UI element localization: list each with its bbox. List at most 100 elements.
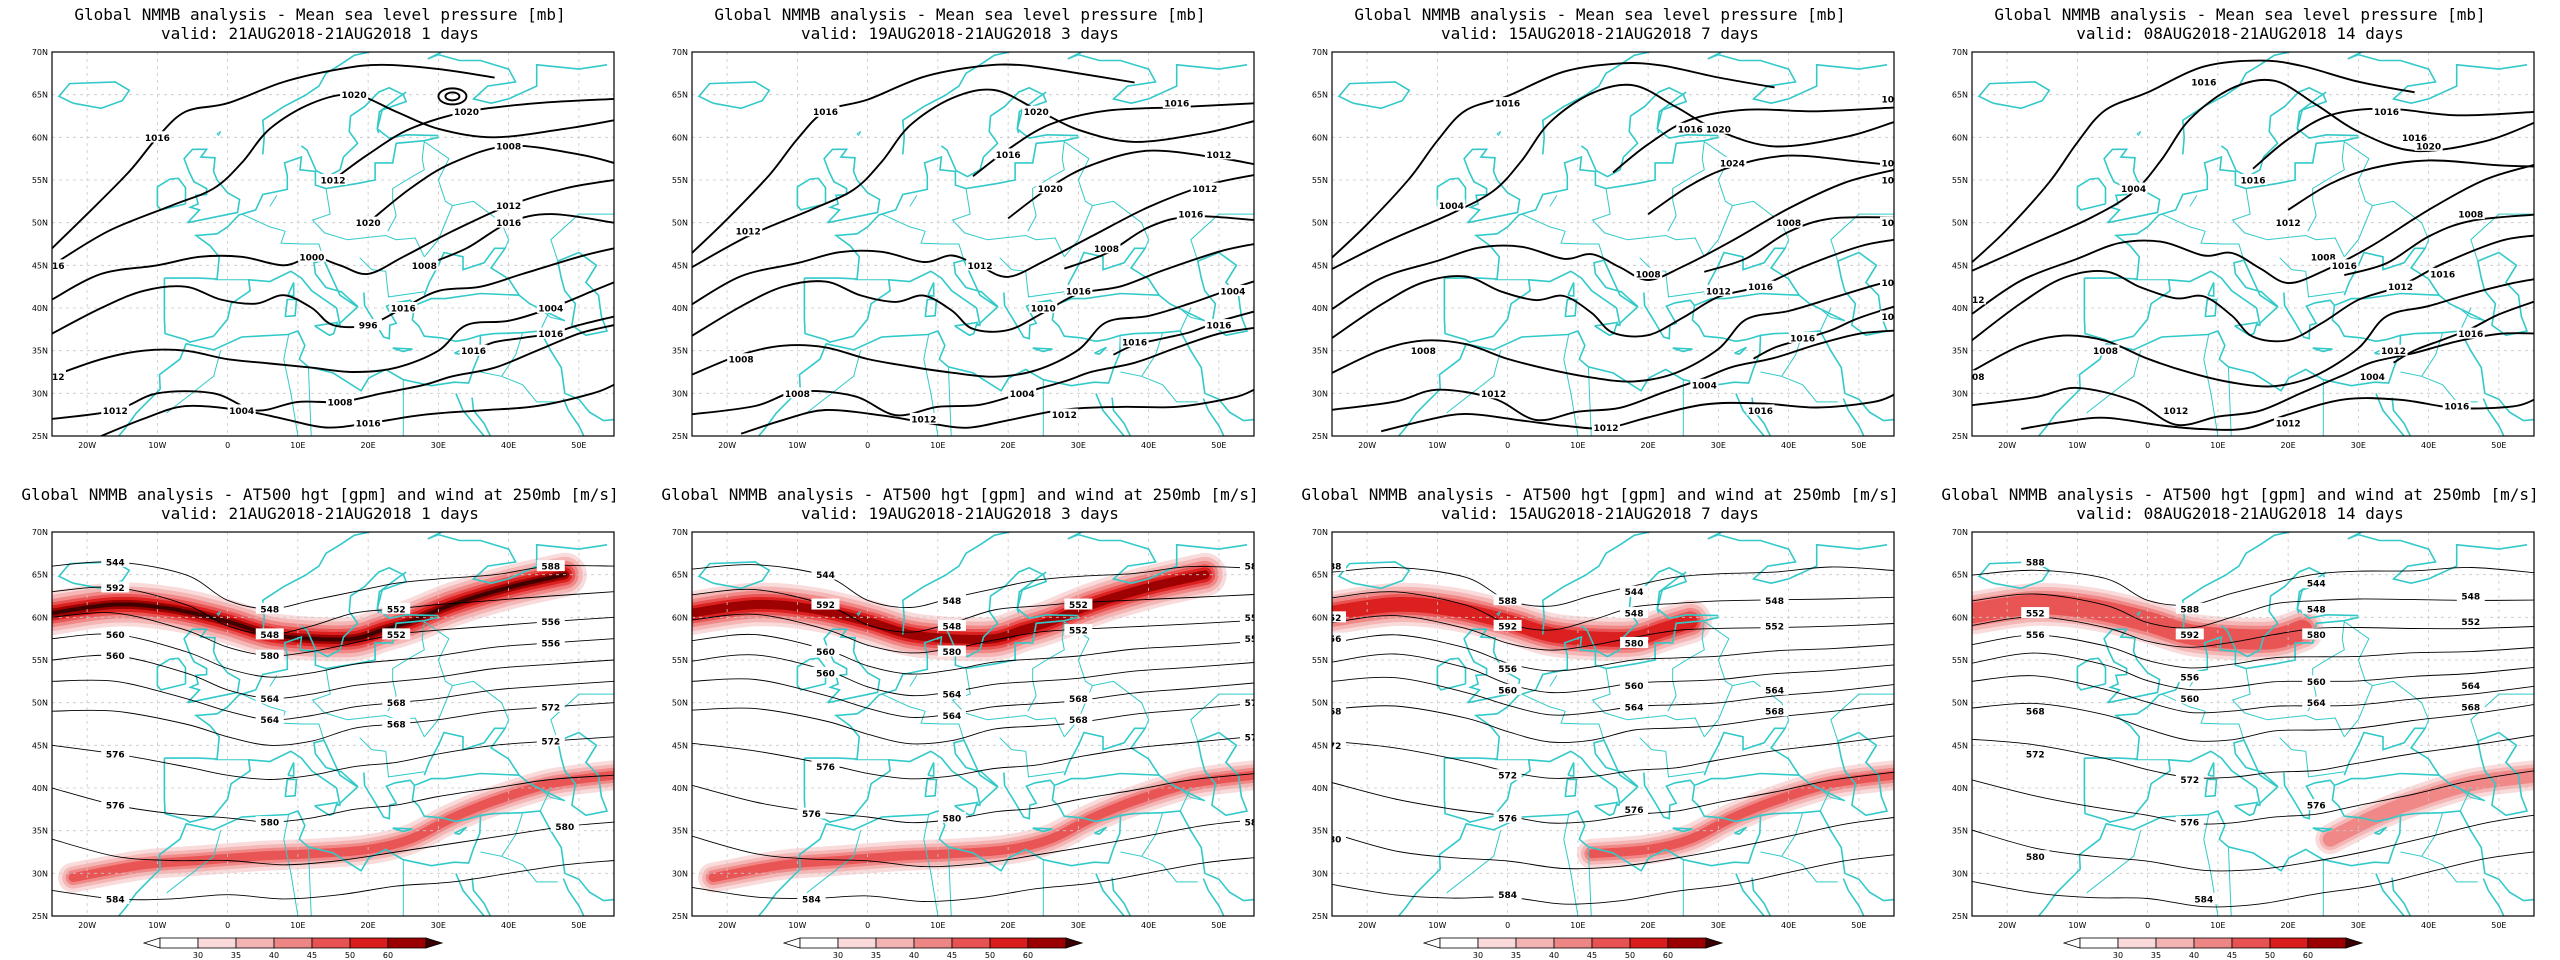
contour-line (1972, 593, 2534, 629)
colorbar-tick: 45 (1587, 951, 1597, 960)
contour-label: 556 (1245, 614, 1264, 624)
coastline (1496, 610, 1502, 616)
coastline (480, 851, 558, 883)
contour-label-bg (1162, 97, 1191, 109)
contour-label-bg (2442, 400, 2471, 412)
contour-label: 1008 (1636, 270, 1661, 280)
map-canvas: 1004100410081012100810121016101610201016… (1952, 48, 2535, 450)
coastline (987, 234, 1065, 258)
colorbar-swatch (799, 937, 839, 949)
lat-tick-label: 25N (1952, 912, 1968, 921)
contour-label-bg (1064, 624, 1093, 636)
contour-label: 1004 (2121, 185, 2146, 195)
colorbar-tick: 50 (345, 951, 355, 960)
lon-tick-label: 50E (1851, 441, 1866, 450)
contour-line (692, 654, 1254, 697)
coastline (2477, 251, 2529, 337)
contour-label: 580 (943, 814, 962, 824)
coastline (1627, 234, 1705, 258)
contour-line (1647, 154, 1894, 215)
lon-tick-label: 20W (1998, 441, 2016, 450)
contour-label: 1020 (1024, 108, 1049, 118)
map-panel-z500_3: Global NMMB analysis - AT500 hgt [gpm] a… (640, 480, 1280, 960)
coastline (1672, 827, 1693, 833)
lon-tick-label: 10E (930, 921, 945, 930)
contour-label-bg (2175, 773, 2204, 785)
lat-tick-label: 60N (1312, 133, 1328, 142)
contour-line (692, 735, 1254, 780)
coastline (1627, 714, 1705, 738)
coastline (1830, 213, 1894, 262)
coastline (1197, 251, 1249, 337)
contour-label: 580 (260, 652, 279, 662)
contour-label: 1008 (2458, 211, 2483, 221)
contour-label: 548 (260, 605, 279, 615)
coastline (387, 621, 425, 712)
coastline (387, 141, 425, 232)
colorbar-tick: 35 (2151, 951, 2161, 960)
contour-label: 560 (816, 669, 835, 679)
lat-tick-label: 55N (1312, 176, 1328, 185)
panel-title: Global NMMB analysis - Mean sea level pr… (1354, 5, 1846, 24)
lon-tick-label: 30E (2351, 441, 2366, 450)
panel-valid-date: valid: 08AUG2018-21AUG2018 14 days (2076, 504, 2404, 523)
contour-label-bg (1620, 607, 1649, 619)
colorbar: 30 35 40 45 50 60 (1422, 937, 1724, 960)
coastline (2204, 778, 2218, 798)
contour-line (1972, 163, 2534, 315)
contour-label: 1012 (911, 415, 936, 425)
contour-label-bg (101, 649, 130, 661)
colorbar-tick: 60 (383, 951, 393, 960)
contour-label-bg (1064, 692, 1093, 704)
lon-tick-label: 20E (2281, 921, 2296, 930)
contour-line (52, 702, 614, 746)
colorbar-tick: 35 (1511, 951, 1521, 960)
lat-tick-label: 70N (1312, 48, 1328, 57)
contour-line (1972, 616, 2534, 648)
panel-valid-date: valid: 15AUG2018-21AUG2018 7 days (1441, 504, 1759, 523)
map-frame (51, 51, 615, 437)
low-center-inner (444, 91, 461, 102)
coastline (823, 628, 881, 704)
contour-line (52, 612, 614, 657)
contour-label-bg (811, 666, 840, 678)
coastline (796, 177, 827, 211)
contour-label-bg (1022, 105, 1051, 117)
contour-label-bg (1332, 833, 1346, 845)
contour-label-bg (2456, 590, 2485, 601)
colorbar-tick: 30 (833, 951, 843, 960)
contour-label: 1012 (1959, 296, 1984, 306)
contour-line (367, 144, 614, 224)
lon-tick-label: 10W (788, 441, 806, 450)
colorbar-swatch (1553, 937, 1593, 949)
lat-tick-label: 25N (1312, 912, 1328, 921)
coastline (1541, 532, 1724, 635)
contour-label: 572 (2026, 750, 2045, 760)
lat-tick-label: 40N (1312, 304, 1328, 313)
contour-label: 592 (2180, 631, 2199, 641)
coastline (1830, 693, 1894, 742)
lat-tick-label: 65N (1312, 91, 1328, 100)
contour-line (52, 586, 614, 635)
coastline (2307, 141, 2345, 232)
contour-label: 552 (387, 605, 406, 615)
lat-tick-label: 25N (672, 912, 688, 921)
contour-label-bg (536, 636, 565, 648)
map-canvas: 544 548 552 556 560 564 568 572 576 580 584 588 548 5… (1312, 528, 1895, 960)
contour-label: 568 (387, 721, 406, 731)
coastline (924, 778, 938, 798)
contour-label-bg (2119, 182, 2148, 194)
colorbar-swatch (1591, 937, 1631, 949)
contour-label: 1016 (996, 151, 1021, 161)
contour-label: 1020 (356, 219, 381, 229)
colorbar-swatch (387, 937, 427, 949)
contour-label: 1012 (967, 262, 992, 272)
contour-line (692, 63, 1135, 254)
contour-label-bg (494, 216, 523, 228)
contour-label: 580 (2307, 631, 2326, 641)
coastline (909, 675, 918, 687)
colorbar-tick: 60 (1663, 951, 1673, 960)
contour-line (740, 388, 1254, 435)
coastline (1718, 53, 1888, 105)
lat-tick-label: 70N (1952, 48, 1968, 57)
